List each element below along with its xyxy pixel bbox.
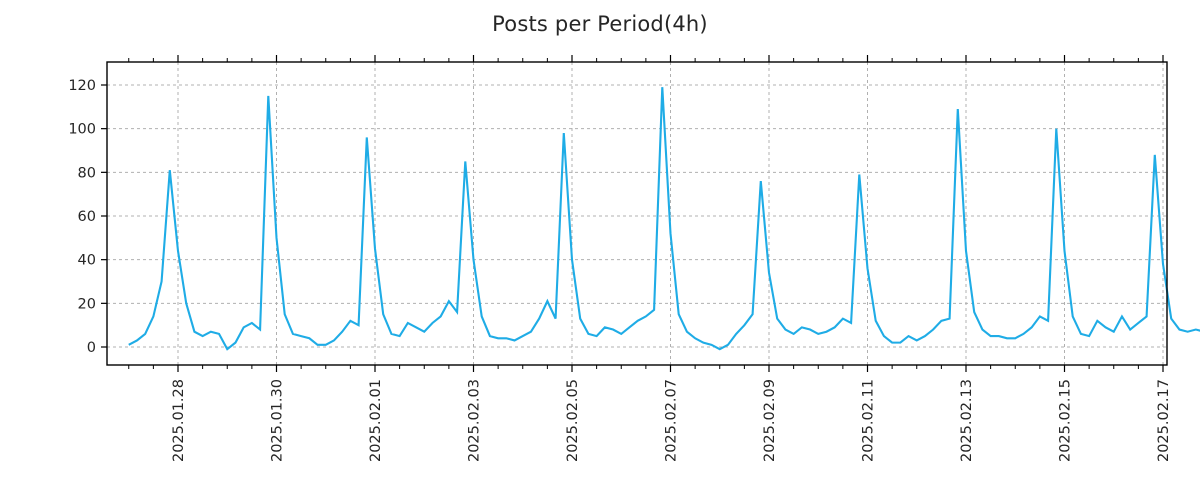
x-tick-label: 2025.01.30 (270, 379, 286, 462)
y-tick-label: 0 (87, 340, 96, 356)
x-tick-label: 2025.01.28 (171, 379, 187, 462)
x-tick-label: 2025.02.17 (1156, 379, 1172, 462)
x-tick-label: 2025.02.07 (664, 379, 680, 462)
x-tick-label: 2025.02.09 (762, 379, 778, 462)
page-title: Posts per Period(4h) (492, 12, 708, 36)
series-line-posts (128, 87, 1200, 351)
x-tick-label: 2025.02.01 (368, 379, 384, 462)
x-tick-label: 2025.02.11 (861, 379, 877, 462)
x-tick-label: 2025.02.13 (959, 379, 975, 462)
y-tick-label: 120 (68, 78, 96, 94)
grid-lines (107, 62, 1167, 365)
series-group (128, 87, 1200, 351)
x-tick-label: 2025.02.05 (565, 379, 581, 462)
y-tick-label: 60 (78, 209, 96, 225)
y-tick-label: 40 (78, 253, 96, 269)
plot-frame (106, 61, 1168, 366)
x-tick-label: 2025.02.03 (467, 379, 483, 462)
y-tick-label: 20 (78, 296, 96, 312)
x-tick-label: 2025.02.15 (1058, 379, 1074, 462)
y-axis-ticks: 0 20 40 60 80 100 120 (68, 78, 107, 356)
y-tick-label: 80 (78, 165, 96, 181)
x-axis-ticks: 2025.01.28 2025.01.30 2025.02.01 2025.02.03… (128, 55, 1172, 462)
y-tick-label: 100 (68, 122, 96, 138)
